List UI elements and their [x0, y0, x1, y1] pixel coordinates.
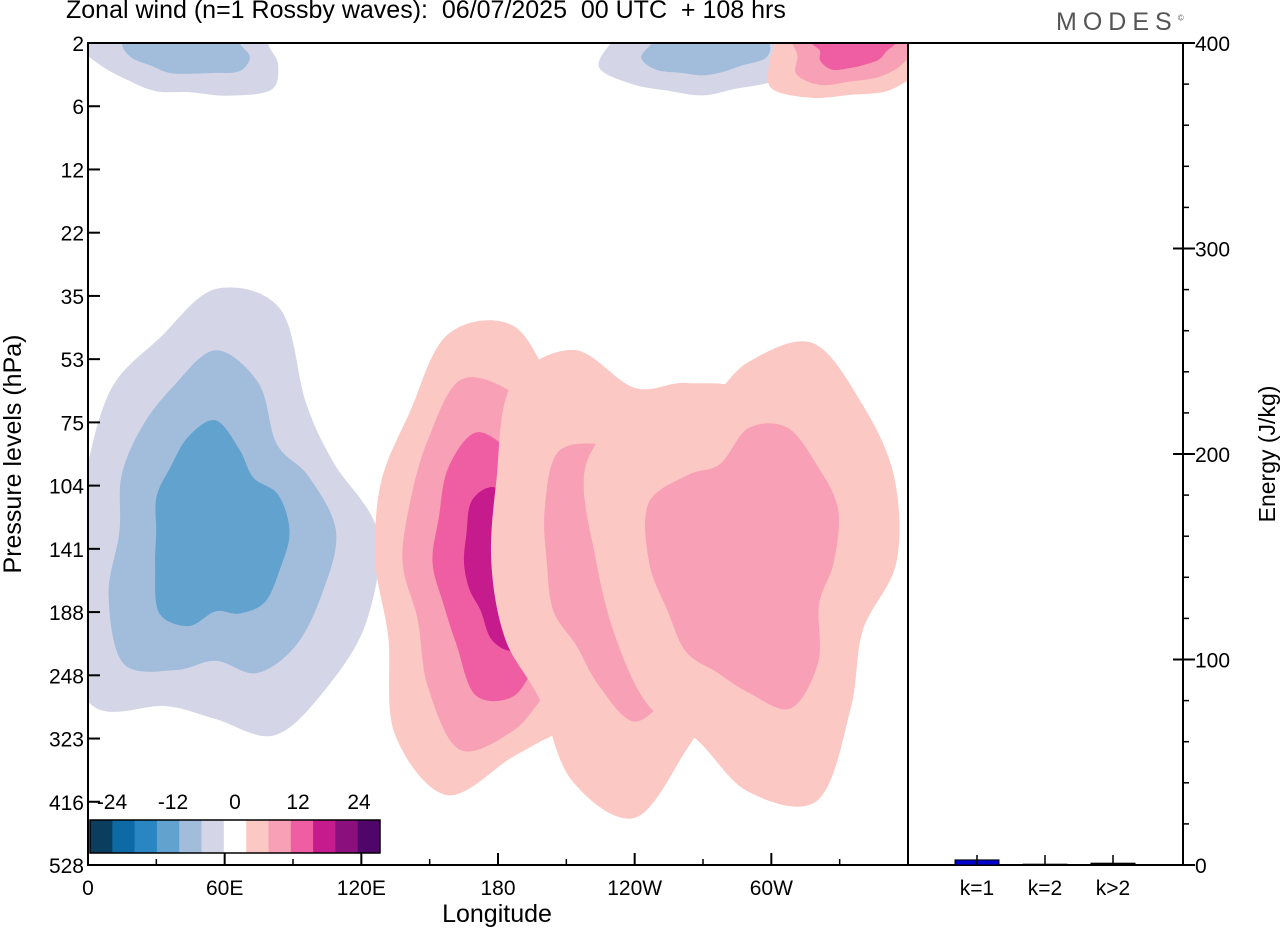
colorbar-cell	[201, 820, 225, 853]
energy-axis-label: Energy (J/kg)	[1254, 386, 1280, 523]
x-tick-label: 180	[480, 877, 515, 900]
y-tick-label: 248	[49, 665, 84, 688]
x-tick-label: 120E	[337, 877, 386, 900]
colorbar-cell	[268, 820, 292, 853]
colorbar-cell	[335, 820, 359, 853]
energy-category-label: k=2	[1028, 877, 1062, 900]
colorbar-frame	[89, 819, 381, 854]
energy-bars: k=1 k=2 k>2	[954, 855, 1136, 900]
colorbar-cell	[179, 820, 202, 853]
modes-logo: MODES©	[1056, 8, 1184, 37]
y-tick-label: 6	[72, 96, 84, 119]
colorbar-cell	[357, 820, 381, 853]
colorbar-cell	[246, 820, 269, 853]
positive-wind-contour	[811, 43, 896, 71]
energy-tick-label: 300	[1195, 239, 1230, 262]
colorbar-cell	[290, 820, 314, 853]
x-tick-label: 120W	[607, 877, 662, 900]
y-tick-label: 53	[61, 349, 84, 372]
colorbar-cell	[223, 820, 247, 853]
chart-title: Zonal wind (n=1 Rossby waves): 06/07/202…	[66, 0, 786, 24]
energy-axis: 0 100 200 300 400	[1173, 33, 1230, 878]
y-tick-label: 22	[61, 223, 84, 246]
colorbar-cell	[112, 820, 136, 853]
y-tick-label: 2	[72, 33, 84, 56]
y-tick-label: 75	[61, 412, 84, 435]
wind-contours	[88, 43, 908, 819]
y-axis-label: Pressure levels (hPa)	[0, 335, 27, 574]
y-tick-label: 188	[49, 602, 84, 625]
energy-tick-label: 200	[1195, 444, 1230, 467]
brand-mark: ©	[1177, 13, 1184, 23]
y-tick-label: 528	[49, 855, 84, 878]
positive-wind-contour	[645, 423, 840, 710]
y-tick-label: 323	[49, 729, 84, 752]
x-tick-label: 0	[82, 877, 94, 900]
y-tick-label: 12	[61, 159, 84, 182]
longitude-axis: 0 60E 120E 180 120W 60W	[82, 853, 841, 900]
energy-category-label: k>2	[1096, 877, 1130, 900]
x-tick-label: 60W	[750, 877, 793, 900]
energy-category-label: k=1	[960, 877, 994, 900]
colorbar-cell	[156, 820, 180, 853]
colorbar-cell	[313, 820, 336, 853]
x-axis-label: Longitude	[442, 900, 552, 928]
brand-text: MODES	[1056, 8, 1178, 36]
colorbar-tick-label: 0	[229, 791, 241, 814]
colorbar-cell	[90, 820, 113, 853]
energy-plot-frame	[907, 42, 1184, 866]
energy-tick-label: 400	[1195, 33, 1230, 56]
negative-wind-contour	[122, 43, 250, 74]
negative-wind-contour	[154, 420, 290, 627]
colorbar: -24 -12 0 12 24	[88, 788, 384, 868]
colorbar-cell	[134, 820, 158, 853]
pressure-axis: 2 6 12 22 35 53 75 104 141 188 248 323 416 528	[49, 33, 100, 878]
x-tick-label: 60E	[206, 877, 243, 900]
colorbar-tick-label: 12	[286, 791, 309, 814]
colorbar-tick-label: -24	[97, 791, 128, 814]
y-tick-label: 104	[49, 476, 84, 499]
y-tick-label: 35	[61, 286, 84, 309]
y-tick-label: 141	[49, 539, 84, 562]
energy-tick-label: 0	[1195, 855, 1207, 878]
colorbar-tick-label: 24	[347, 791, 371, 814]
energy-tick-label: 100	[1195, 650, 1230, 673]
colorbar-tick-label: -12	[158, 791, 188, 814]
negative-wind-contour	[641, 43, 771, 76]
y-tick-label: 416	[49, 792, 84, 815]
